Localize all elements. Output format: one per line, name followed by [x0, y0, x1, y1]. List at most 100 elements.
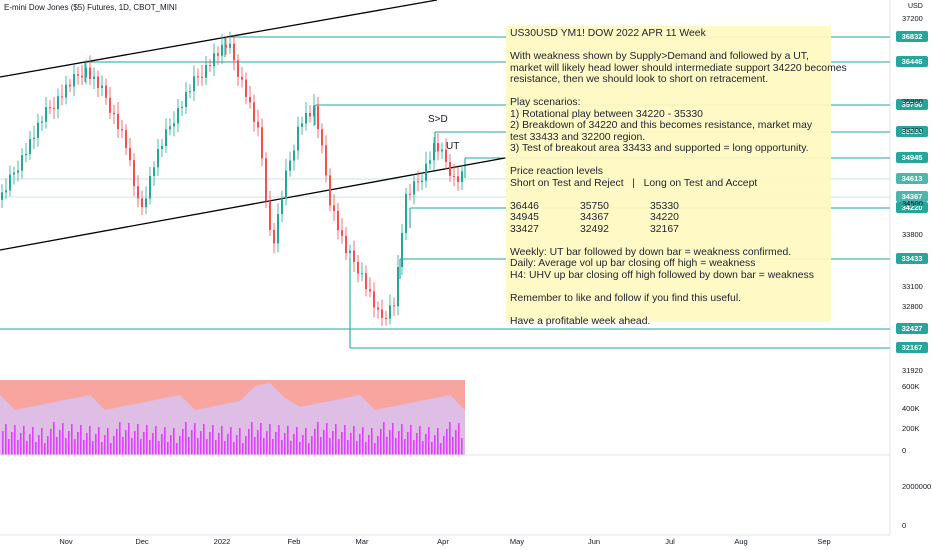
candle-body — [201, 76, 203, 78]
volume-bar — [206, 439, 208, 455]
volume-bar — [434, 435, 436, 455]
candle-body — [9, 174, 11, 191]
candle-body — [401, 233, 403, 267]
candle-body — [389, 305, 391, 319]
volume-bar — [449, 422, 451, 455]
volume-bar — [14, 425, 16, 455]
price-label-34220[interactable]: 34220 — [896, 202, 928, 213]
price-label-36832[interactable]: 36832 — [896, 31, 928, 42]
volume-bar — [110, 443, 112, 455]
note-outro-2: Have a profitable week ahead. — [510, 315, 651, 327]
candle-body — [449, 162, 451, 176]
candle-body — [369, 289, 371, 292]
candle-body — [393, 305, 395, 307]
volume-bar — [407, 432, 409, 455]
candle-body — [229, 43, 231, 48]
volume-bar — [386, 437, 388, 455]
volume-bar — [53, 422, 55, 455]
volume-bar — [323, 430, 325, 455]
volume-bar — [68, 431, 70, 455]
scenario-2: 2) Breakdown of 34220 and this becomes r… — [510, 120, 813, 131]
volume-bar — [77, 432, 79, 455]
volume-bar — [11, 432, 13, 455]
volume-bar — [47, 436, 49, 455]
volume-bar — [293, 434, 295, 455]
bar-h4: H4: UHV up bar closing off high followed… — [510, 269, 814, 281]
candle-body — [181, 106, 183, 108]
price-label-32427[interactable]: 32427 — [896, 323, 928, 334]
volume-bar — [395, 438, 397, 455]
candle-body — [53, 108, 55, 110]
price-label-34945[interactable]: 34945 — [896, 152, 928, 163]
price-label-34613[interactable]: 34613 — [896, 173, 928, 184]
volume-bar — [296, 427, 298, 455]
volume-bar — [314, 429, 316, 455]
volume-bar — [425, 434, 427, 455]
volume-bar — [140, 439, 142, 455]
volume-bar — [164, 427, 166, 455]
candle-body — [205, 65, 207, 78]
price-label-32167[interactable]: 32167 — [896, 342, 928, 353]
volume-bar — [311, 436, 313, 455]
candle-body — [361, 273, 363, 275]
candle-body — [173, 123, 175, 127]
volume-bar — [299, 442, 301, 455]
candle-body — [109, 97, 111, 113]
candle-body — [25, 154, 27, 156]
volume-bar — [260, 423, 262, 455]
table-cell: 35750 — [580, 200, 609, 212]
candle-body — [249, 96, 251, 103]
candle-body — [13, 172, 15, 175]
volume-tick: 0 — [902, 446, 907, 455]
candle-body — [69, 84, 71, 87]
volume-bar — [242, 443, 244, 455]
month-label: Feb — [287, 537, 301, 546]
candle-body — [457, 176, 459, 183]
candle-body — [57, 96, 59, 110]
volume-bar — [368, 435, 370, 455]
volume-bar — [326, 423, 328, 455]
price-label-35750[interactable]: 35750 — [896, 99, 928, 110]
candle-body — [245, 79, 247, 97]
volume-bar — [158, 441, 160, 455]
volume-bar — [329, 438, 331, 455]
note-intro-2: market will likely head lower should int… — [510, 62, 847, 74]
volume-bar — [155, 426, 157, 455]
price-label-36446[interactable]: 36446 — [896, 56, 928, 67]
volume-bar — [251, 422, 253, 455]
price-label-35330[interactable]: 35330 — [896, 126, 928, 137]
volume-bar — [236, 435, 238, 455]
volume-bar — [8, 439, 10, 455]
candle-body — [169, 126, 171, 130]
candle-body — [213, 53, 215, 67]
candle-body — [45, 107, 47, 122]
volume-bar — [41, 428, 43, 455]
volume-bar — [80, 425, 82, 455]
note-intro-1: With weakness shown by Supply>Demand and… — [510, 51, 809, 62]
volume-bar — [392, 423, 394, 455]
volume-bar — [290, 441, 292, 455]
table-cell: 34220 — [650, 212, 679, 223]
candle-body — [21, 155, 23, 171]
candle-body — [421, 180, 423, 183]
volume-bar — [371, 428, 373, 455]
table-cell: 34945 — [510, 212, 539, 223]
volume-bar — [272, 439, 274, 455]
candle-body — [265, 158, 267, 201]
candle-body — [405, 193, 407, 233]
price-label-33433[interactable]: 33433 — [896, 253, 928, 264]
candle-body — [81, 75, 83, 78]
volume-bar — [149, 440, 151, 455]
candle-body — [253, 102, 255, 122]
price-label-34367[interactable]: 34367 — [896, 191, 928, 202]
candle-body — [129, 148, 131, 161]
volume-bar — [56, 437, 58, 455]
candle-body — [289, 160, 291, 171]
y-tick: 34500 — [902, 199, 923, 208]
volume-bar — [446, 429, 448, 455]
candle-body — [305, 113, 307, 124]
volume-bar — [128, 423, 130, 455]
volume-bar — [266, 431, 268, 455]
volume-bar — [194, 423, 196, 455]
volume-bar — [341, 432, 343, 455]
